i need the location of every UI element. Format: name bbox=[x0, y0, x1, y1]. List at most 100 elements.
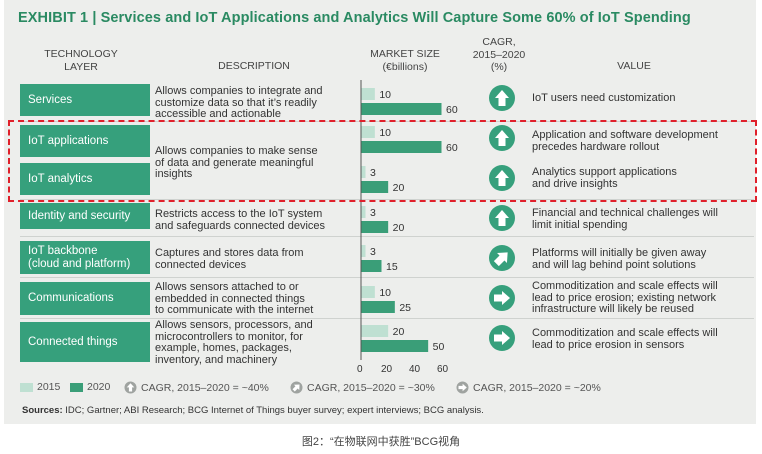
legend-label-2020: 2020 bbox=[87, 381, 111, 393]
value-line: Application and software development bbox=[532, 129, 718, 141]
x-tick-label: 0 bbox=[357, 364, 363, 375]
bar-value-label: 20 bbox=[393, 326, 405, 338]
legend-label-cagr-30: CAGR, 2015–2020 = ~30% bbox=[307, 381, 435, 394]
description-iot-backbone: Captures and stores data from connected … bbox=[155, 247, 360, 271]
exhibit-panel: EXHIBIT 1 | Services and IoT Application… bbox=[4, 0, 757, 424]
value-line: and drive insights bbox=[532, 177, 618, 190]
description-iot-apps-analytics: Allows companies to make sense of data a… bbox=[155, 145, 360, 181]
bar-2015-1 bbox=[361, 126, 375, 138]
legend-cagr-20: CAGR, 2015–2020 = ~20% bbox=[456, 381, 601, 394]
bar-2015-5 bbox=[361, 286, 375, 298]
header-tech-line-1: TECHNOLOGY bbox=[44, 48, 118, 60]
layer-iot-applications: IoT applications bbox=[20, 125, 150, 157]
bar-2020-3 bbox=[361, 221, 389, 233]
arrow-up-icon bbox=[124, 381, 137, 394]
sources-note: Sources: IDC; Gartner; ABI Research; BCG… bbox=[22, 405, 484, 416]
bar-2020-4 bbox=[361, 260, 382, 272]
arrow-up-icon bbox=[489, 205, 515, 231]
desc-line: and safeguards connected devices bbox=[155, 219, 326, 232]
arrow-right-icon bbox=[489, 285, 515, 311]
sources-text: IDC; Gartner; ABI Research; BCG Internet… bbox=[62, 405, 484, 416]
header-cagr: CAGR, 2015–2020 (%) bbox=[464, 36, 534, 74]
desc-line: embedded in connected things bbox=[155, 292, 305, 305]
legend-cagr-30: CAGR, 2015–2020 = ~30% bbox=[290, 381, 435, 394]
bar-value-label: 20 bbox=[393, 182, 405, 194]
arrow-right-icon bbox=[489, 325, 515, 351]
bar-value-label: 10 bbox=[379, 287, 391, 299]
desc-line: customize data so that it’s readily bbox=[155, 96, 317, 109]
header-cagr-line-2: 2015–2020 bbox=[472, 48, 526, 61]
layer-identity-security: Identity and security bbox=[20, 203, 150, 229]
description-services: Allows companies to integrate and custom… bbox=[155, 85, 360, 121]
value-line: lead to price erosion; existing network bbox=[532, 291, 717, 304]
desc-line: example, homes, packages, bbox=[155, 342, 292, 354]
desc-line: Allows companies to integrate and bbox=[155, 85, 323, 97]
bar-value-label: 25 bbox=[399, 302, 411, 314]
x-tick-label: 40 bbox=[409, 364, 421, 375]
legend-2020: 2020 bbox=[70, 381, 110, 393]
header-cagr-line-1: CAGR, bbox=[482, 36, 516, 48]
row-divider bbox=[20, 236, 754, 237]
header-description: DESCRIPTION bbox=[218, 60, 290, 72]
value-line: precedes hardware rollout bbox=[532, 140, 660, 153]
bar-value-label: 3 bbox=[370, 167, 376, 179]
value-line: Analytics support applications bbox=[532, 166, 677, 178]
bar-value-label: 3 bbox=[370, 207, 376, 219]
legend-label-2015: 2015 bbox=[37, 381, 61, 393]
legend-cagr-40: CAGR, 2015–2020 = ~40% bbox=[124, 381, 269, 394]
desc-line: Allows companies to make sense bbox=[155, 145, 318, 157]
description-identity-security: Restricts access to the IoT system and s… bbox=[155, 208, 360, 232]
row-divider bbox=[20, 277, 754, 278]
value-line: Commoditization and scale effects will bbox=[532, 327, 718, 339]
arrow-up-icon bbox=[489, 125, 515, 151]
bar-value-label: 15 bbox=[386, 261, 398, 273]
bar-2020-2 bbox=[361, 181, 389, 193]
desc-line: insights bbox=[155, 168, 193, 180]
bar-2015-6 bbox=[361, 325, 389, 337]
value-iot-backbone: Platforms will initially be given away a… bbox=[532, 247, 752, 271]
bar-2020-0 bbox=[361, 103, 442, 115]
legend-swatch-2020 bbox=[70, 382, 83, 392]
bar-value-label: 60 bbox=[446, 142, 458, 154]
value-connected-things: Commoditization and scale effects will l… bbox=[532, 327, 752, 351]
bar-value-label: 20 bbox=[393, 222, 405, 234]
arrow-up-right-icon bbox=[290, 381, 303, 394]
legend-swatch-2015 bbox=[20, 382, 33, 392]
x-tick-label: 20 bbox=[381, 364, 393, 375]
bar-2015-4 bbox=[361, 245, 366, 257]
figure-caption: 图2：“在物联网中获胜”BCG视角 bbox=[301, 436, 461, 448]
row-divider bbox=[20, 318, 754, 319]
row-divider bbox=[20, 199, 754, 200]
desc-line: to communicate with the internet bbox=[155, 304, 314, 316]
arrow-up-right-icon bbox=[489, 245, 515, 271]
header-cagr-line-3: (%) bbox=[490, 61, 508, 73]
header-market-size: MARKET SIZE (€billions) bbox=[360, 48, 450, 73]
desc-line: Allows sensors, processors, and bbox=[155, 319, 313, 331]
value-line: infrastructure will likely be reused bbox=[532, 303, 695, 315]
value-iot-applications: Application and software development pre… bbox=[532, 129, 752, 153]
bar-2015-0 bbox=[361, 88, 375, 100]
header-market-line-2: (€billions) bbox=[382, 60, 428, 73]
layer-iot-backbone: IoT backbone (cloud and platform) bbox=[20, 241, 150, 274]
bar-2020-5 bbox=[361, 301, 395, 313]
value-services: IoT users need customization bbox=[532, 92, 752, 105]
layer-iot-analytics: IoT analytics bbox=[20, 163, 150, 195]
header-technology-layer: TECHNOLOGY LAYER bbox=[20, 48, 142, 73]
bar-value-label: 10 bbox=[379, 127, 391, 139]
desc-line: Allows sensors attached to or bbox=[155, 281, 299, 293]
bar-value-label: 3 bbox=[370, 246, 376, 258]
desc-line: of data and generate meaningful bbox=[155, 156, 314, 169]
legend-2015: 2015 bbox=[20, 381, 60, 393]
desc-line: Captures and stores data from bbox=[155, 247, 304, 259]
legend-label-cagr-40: CAGR, 2015–2020 = ~40% bbox=[141, 381, 269, 394]
bar-2020-1 bbox=[361, 141, 442, 153]
value-line: Financial and technical challenges will bbox=[532, 207, 718, 219]
layer-communications: Communications bbox=[20, 282, 150, 315]
desc-line: inventory, and machinery bbox=[155, 353, 278, 366]
bar-2020-6 bbox=[361, 340, 429, 352]
desc-line: connected devices bbox=[155, 258, 247, 271]
value-line: Platforms will initially be given away bbox=[532, 247, 707, 259]
cagr-icon-column bbox=[489, 85, 515, 351]
header-value: VALUE bbox=[617, 60, 651, 72]
desc-line: accessible and actionable bbox=[155, 108, 281, 120]
